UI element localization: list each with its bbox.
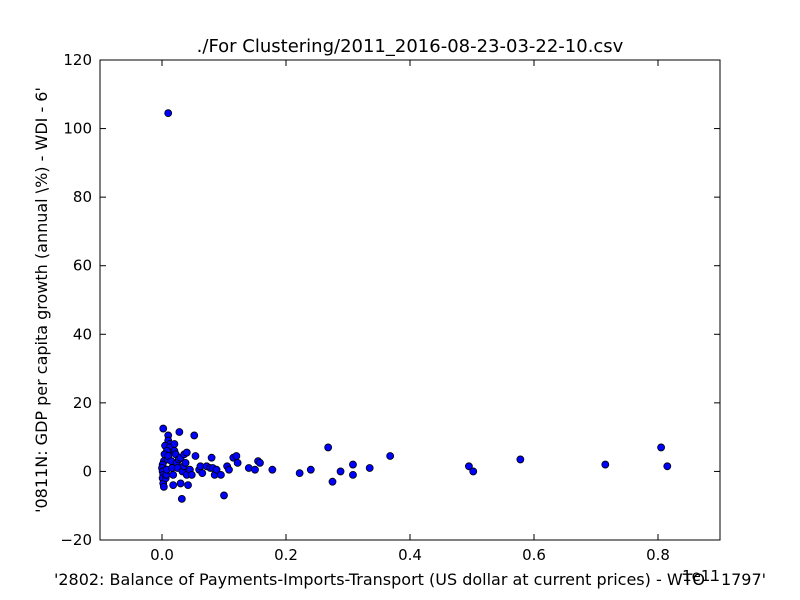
data-point — [306, 465, 315, 474]
data-point — [516, 455, 525, 464]
data-point — [386, 452, 395, 460]
data-point — [225, 465, 233, 474]
data-point — [256, 458, 264, 467]
data-point — [207, 453, 216, 462]
data-point — [169, 481, 178, 490]
data-point — [464, 462, 473, 471]
y-tick-label: 60 — [73, 257, 92, 275]
y-tick-label: 0 — [82, 462, 92, 480]
x-axis-offset-label: 1e11 — [682, 567, 720, 585]
y-axis-title: '0811N: GDP per capita growth (annual \%… — [32, 87, 51, 513]
data-point — [232, 452, 241, 460]
data-point — [184, 481, 192, 490]
data-point — [169, 470, 178, 479]
data-point — [159, 424, 168, 433]
y-tick-label: 20 — [73, 394, 92, 412]
x-tick-label: 0.2 — [274, 546, 298, 564]
y-tick-label: 80 — [73, 188, 92, 206]
data-point — [182, 448, 191, 457]
chart-title: ./For Clustering/2011_2016-08-23-03-22-1… — [197, 36, 624, 57]
data-point — [181, 458, 190, 467]
data-point — [349, 470, 357, 479]
y-tick-label: 100 — [63, 120, 92, 138]
data-point — [324, 443, 333, 452]
y-tick-label: −20 — [60, 531, 92, 549]
data-point — [164, 109, 173, 118]
data-point — [365, 464, 374, 472]
data-point — [176, 479, 185, 488]
data-point — [212, 465, 221, 474]
data-point — [233, 458, 242, 467]
data-point — [159, 482, 168, 491]
y-tick-label: 40 — [73, 325, 92, 343]
data-point — [295, 469, 304, 478]
x-axis-title: '2802: Balance of Payments-Imports-Trans… — [54, 570, 766, 589]
points-layer — [158, 109, 672, 503]
data-point — [349, 460, 357, 469]
data-point — [170, 440, 179, 448]
ticks-layer: 0.0 0.2 0.4 0.6 0.8 −20 0 20 40 60 80 100 120 — [60, 51, 720, 564]
data-point — [175, 428, 184, 436]
x-tick-label: 0.0 — [150, 546, 174, 564]
data-point — [251, 465, 259, 474]
x-tick-label: 0.8 — [646, 546, 670, 564]
data-point — [187, 470, 196, 479]
data-point — [469, 467, 478, 476]
data-point — [220, 491, 228, 500]
data-point — [663, 462, 672, 471]
data-point — [198, 469, 207, 478]
data-point — [191, 452, 200, 460]
data-point — [336, 467, 345, 476]
data-point — [190, 431, 199, 440]
data-point — [216, 470, 225, 479]
x-tick-label: 0.6 — [522, 546, 546, 564]
data-point — [657, 443, 665, 452]
data-point — [177, 494, 186, 503]
x-tick-label: 0.4 — [398, 546, 422, 564]
data-point — [268, 465, 277, 474]
y-tick-label: 120 — [63, 51, 92, 69]
data-point — [328, 477, 337, 486]
data-point — [601, 460, 610, 469]
